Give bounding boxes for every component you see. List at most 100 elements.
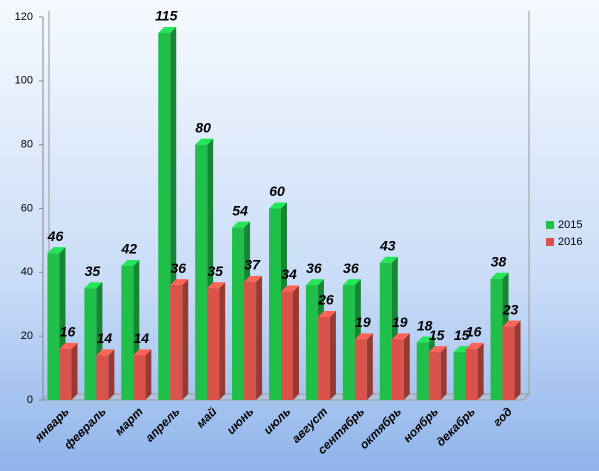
- value-label: 38: [491, 253, 507, 269]
- value-label: 37: [244, 257, 261, 273]
- bar-side: [366, 333, 373, 400]
- bar-side: [440, 346, 447, 400]
- bar: [121, 265, 134, 400]
- value-label: 14: [97, 330, 113, 346]
- bar: [391, 339, 404, 400]
- bar-top: [158, 26, 177, 33]
- value-label: 26: [317, 292, 334, 308]
- bar-top: [96, 349, 115, 356]
- value-label: 36: [170, 260, 186, 276]
- bar: [490, 278, 503, 400]
- bar: [342, 285, 355, 400]
- legend-label: 2015: [558, 219, 582, 231]
- bar: [354, 339, 367, 400]
- bar-side: [145, 349, 152, 400]
- bar-top: [305, 279, 324, 286]
- bar: [59, 348, 72, 400]
- bar-side: [293, 285, 299, 400]
- bar: [195, 144, 208, 400]
- value-label: 54: [232, 202, 248, 218]
- bar-top: [428, 346, 447, 353]
- value-label: 19: [355, 314, 371, 330]
- bar-top: [133, 349, 152, 356]
- bar-top: [342, 279, 361, 286]
- value-label: 80: [195, 119, 211, 135]
- bar: [207, 288, 220, 400]
- legend-swatch: [546, 238, 554, 246]
- bar-top: [84, 282, 103, 289]
- value-label: 16: [466, 324, 482, 340]
- bar-top: [207, 282, 226, 289]
- value-label: 35: [207, 263, 223, 279]
- bar-top: [121, 259, 140, 266]
- y-tick-label: 120: [15, 11, 33, 23]
- bar: [453, 352, 466, 400]
- bar: [281, 291, 293, 400]
- bar: [317, 317, 330, 400]
- value-label: 14: [134, 330, 150, 346]
- bar-top: [502, 320, 521, 327]
- value-label: 23: [502, 301, 519, 317]
- bar-side: [182, 279, 189, 400]
- value-label: 42: [121, 241, 138, 257]
- y-tick-label: 100: [15, 75, 33, 87]
- bar: [84, 288, 97, 400]
- bar-top: [170, 279, 189, 286]
- bar-top: [465, 342, 484, 349]
- value-label: 43: [379, 237, 396, 253]
- bar: [379, 262, 392, 400]
- value-label: 60: [269, 183, 285, 199]
- value-label: 18: [417, 317, 433, 333]
- bar: [96, 355, 109, 400]
- value-label: 15: [429, 327, 445, 343]
- bar-top: [354, 333, 373, 340]
- bar-top: [244, 275, 263, 282]
- bar-side: [219, 282, 226, 400]
- value-label: 15: [454, 327, 470, 343]
- bar-top: [59, 342, 78, 349]
- bar-top: [317, 311, 336, 318]
- value-label: 35: [85, 263, 101, 279]
- bar-side: [256, 275, 263, 400]
- bar-top: [391, 333, 410, 340]
- bar-top: [195, 138, 214, 145]
- bar-top: [232, 221, 251, 228]
- bar: [158, 32, 171, 400]
- bar: [133, 355, 146, 400]
- value-label: 19: [392, 314, 408, 330]
- legend-label: 2016: [558, 236, 582, 248]
- bar: [465, 348, 478, 400]
- legend-swatch: [546, 221, 554, 229]
- bar-side: [477, 342, 484, 400]
- bar-side: [514, 320, 521, 400]
- y-tick-label: 40: [21, 266, 33, 278]
- bar: [428, 352, 441, 400]
- value-label: 36: [343, 260, 359, 276]
- bar-top: [47, 247, 66, 254]
- bar: [47, 253, 60, 400]
- y-tick-label: 20: [21, 330, 33, 342]
- value-label: 46: [47, 228, 64, 244]
- bar: [502, 326, 515, 400]
- bar-side: [403, 333, 410, 400]
- bar: [244, 281, 257, 400]
- value-label: 16: [60, 324, 76, 340]
- value-label: 34: [281, 266, 297, 282]
- y-tick-label: 80: [21, 139, 33, 151]
- bar-top: [490, 272, 509, 279]
- bar-side: [71, 342, 78, 400]
- y-tick-label: 0: [27, 394, 33, 406]
- bar-top: [416, 336, 435, 343]
- value-label: 115: [155, 8, 178, 24]
- bar-top: [379, 256, 398, 263]
- y-tick-label: 60: [21, 202, 33, 214]
- bar-side: [329, 311, 336, 400]
- bar: [269, 208, 281, 400]
- bar: [416, 342, 429, 400]
- bar: [170, 285, 183, 400]
- value-label: 36: [306, 260, 322, 276]
- bar-side: [108, 349, 115, 400]
- bar: [232, 227, 245, 400]
- bar: [305, 285, 318, 400]
